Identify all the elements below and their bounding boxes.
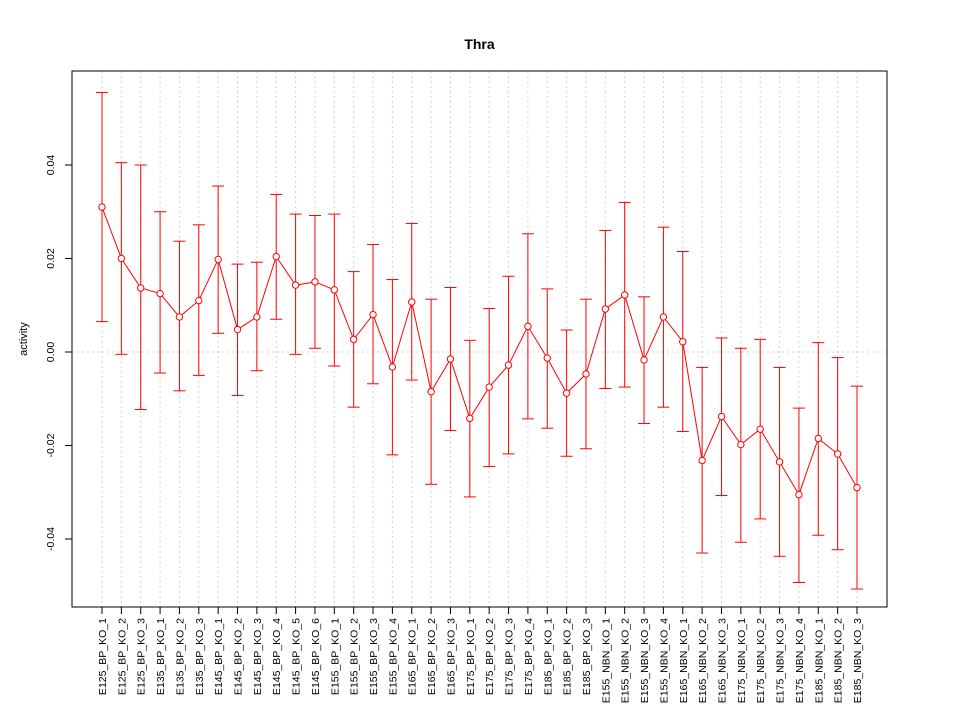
- x-tick-label: E125_BP_KO_3: [136, 618, 148, 695]
- data-point: [775, 458, 784, 466]
- series-polyline: [101, 206, 858, 496]
- chart-title: Thra: [464, 36, 495, 52]
- x-tick-label: E165_NBN_KO_2: [697, 618, 709, 703]
- x-tick-label: E175_BP_KO_3: [504, 618, 516, 695]
- data-point: [311, 278, 319, 286]
- x-tick-label: E155_NBN_KO_4: [658, 618, 670, 703]
- x-tick-label: E155_BP_KO_1: [329, 618, 341, 695]
- y-tick-label: 0.04: [45, 155, 57, 176]
- x-tick-label: E175_BP_KO_4: [523, 618, 535, 695]
- x-tick-label: E165_NBN_KO_3: [716, 618, 728, 703]
- data-point: [466, 414, 474, 423]
- x-tick-label: E185_NBN_KO_1: [813, 618, 825, 703]
- data-point: [388, 363, 397, 371]
- x-tick-label: E155_NBN_KO_3: [639, 618, 651, 703]
- x-tick-label: E155_NBN_KO_1: [600, 618, 612, 703]
- y-tick-label: -0.02: [45, 433, 57, 457]
- data-point: [291, 281, 300, 289]
- data-point: [853, 483, 861, 492]
- data-point: [485, 383, 493, 391]
- data-point: [679, 338, 687, 346]
- data-point: [272, 252, 280, 261]
- x-axis: E125_BP_KO_1 E125_BP_KO_2 E125_BP_KO_3 E135…: [97, 606, 864, 703]
- data-point: [833, 450, 842, 458]
- x-tick-label: E185_BP_KO_3: [581, 618, 593, 695]
- x-tick-label: E185_BP_KO_2: [562, 618, 574, 695]
- data-point: [137, 284, 145, 292]
- x-tick-label: E145_BP_KO_5: [291, 618, 303, 695]
- data-point: [814, 434, 822, 443]
- data-point: [253, 313, 261, 321]
- x-tick-label: E185_BP_KO_1: [542, 618, 554, 695]
- data-point: [543, 354, 551, 362]
- x-tick-label: E155_BP_KO_4: [387, 618, 399, 695]
- x-tick-label: E135_BP_KO_3: [194, 618, 206, 695]
- x-tick-label: E145_BP_KO_4: [271, 618, 283, 695]
- data-point: [175, 313, 184, 321]
- x-tick-label: E125_BP_KO_2: [116, 618, 128, 695]
- data-points: [98, 203, 861, 499]
- x-tick-label: E155_BP_KO_3: [368, 618, 380, 695]
- data-point: [756, 425, 764, 433]
- data-point: [717, 412, 726, 421]
- x-tick-label: E165_BP_KO_1: [407, 618, 419, 695]
- data-point: [640, 356, 648, 364]
- x-tick-label: E165_BP_KO_3: [445, 618, 457, 695]
- x-tick-label: E175_BP_KO_1: [465, 618, 477, 695]
- x-tick-label: E145_BP_KO_3: [252, 618, 264, 695]
- x-tick-label: E165_BP_KO_2: [426, 618, 438, 695]
- data-point: [698, 456, 706, 465]
- x-tick-label: E135_BP_KO_1: [155, 618, 167, 695]
- x-tick-label: E135_BP_KO_2: [174, 618, 186, 695]
- data-point: [233, 325, 242, 334]
- data-point: [737, 440, 745, 449]
- data-point: [369, 310, 377, 319]
- data-point: [620, 291, 629, 299]
- data-point: [349, 335, 358, 344]
- data-point: [98, 203, 106, 211]
- x-tick-label: E175_NBN_KO_2: [755, 618, 767, 703]
- data-point: [582, 370, 590, 378]
- data-point: [214, 255, 222, 264]
- data-point: [601, 305, 610, 313]
- x-tick-label: E175_BP_KO_2: [484, 618, 496, 695]
- y-tick-label: 0.00: [45, 342, 57, 363]
- x-tick-label: E175_NBN_KO_1: [736, 618, 748, 703]
- x-tick-label: E145_BP_KO_1: [213, 618, 225, 695]
- data-point: [408, 298, 416, 306]
- data-point: [659, 313, 668, 321]
- y-axis: -0.04 -0.02 0.00 0.02 0.04: [45, 155, 73, 551]
- x-tick-label: E175_NBN_KO_3: [775, 618, 787, 703]
- x-tick-label: E165_NBN_KO_1: [678, 618, 690, 703]
- y-tick-label: 0.02: [45, 248, 57, 269]
- x-tick-label: E185_NBN_KO_3: [852, 618, 864, 703]
- y-axis-label: activity: [18, 322, 30, 356]
- x-tick-label: E175_NBN_KO_4: [794, 618, 806, 703]
- data-point: [117, 254, 126, 263]
- x-tick-label: E145_BP_KO_2: [233, 618, 245, 695]
- data-point: [562, 389, 571, 397]
- x-tick-label: E125_BP_KO_1: [97, 618, 109, 695]
- data-point: [195, 296, 203, 305]
- x-tick-label: E185_NBN_KO_2: [833, 618, 845, 703]
- data-point: [795, 490, 803, 499]
- data-point: [156, 289, 164, 298]
- data-point: [504, 361, 513, 369]
- x-tick-label: E155_BP_KO_2: [349, 618, 361, 695]
- x-tick-label: E145_BP_KO_6: [310, 618, 322, 695]
- y-tick-label: -0.04: [45, 527, 57, 551]
- error-bars: [96, 92, 863, 590]
- series-line: [101, 206, 858, 496]
- data-point: [427, 388, 435, 396]
- data-point: [330, 286, 339, 294]
- data-point: [446, 355, 455, 363]
- data-point: [524, 322, 532, 330]
- x-tick-label: E155_NBN_KO_2: [620, 618, 632, 703]
